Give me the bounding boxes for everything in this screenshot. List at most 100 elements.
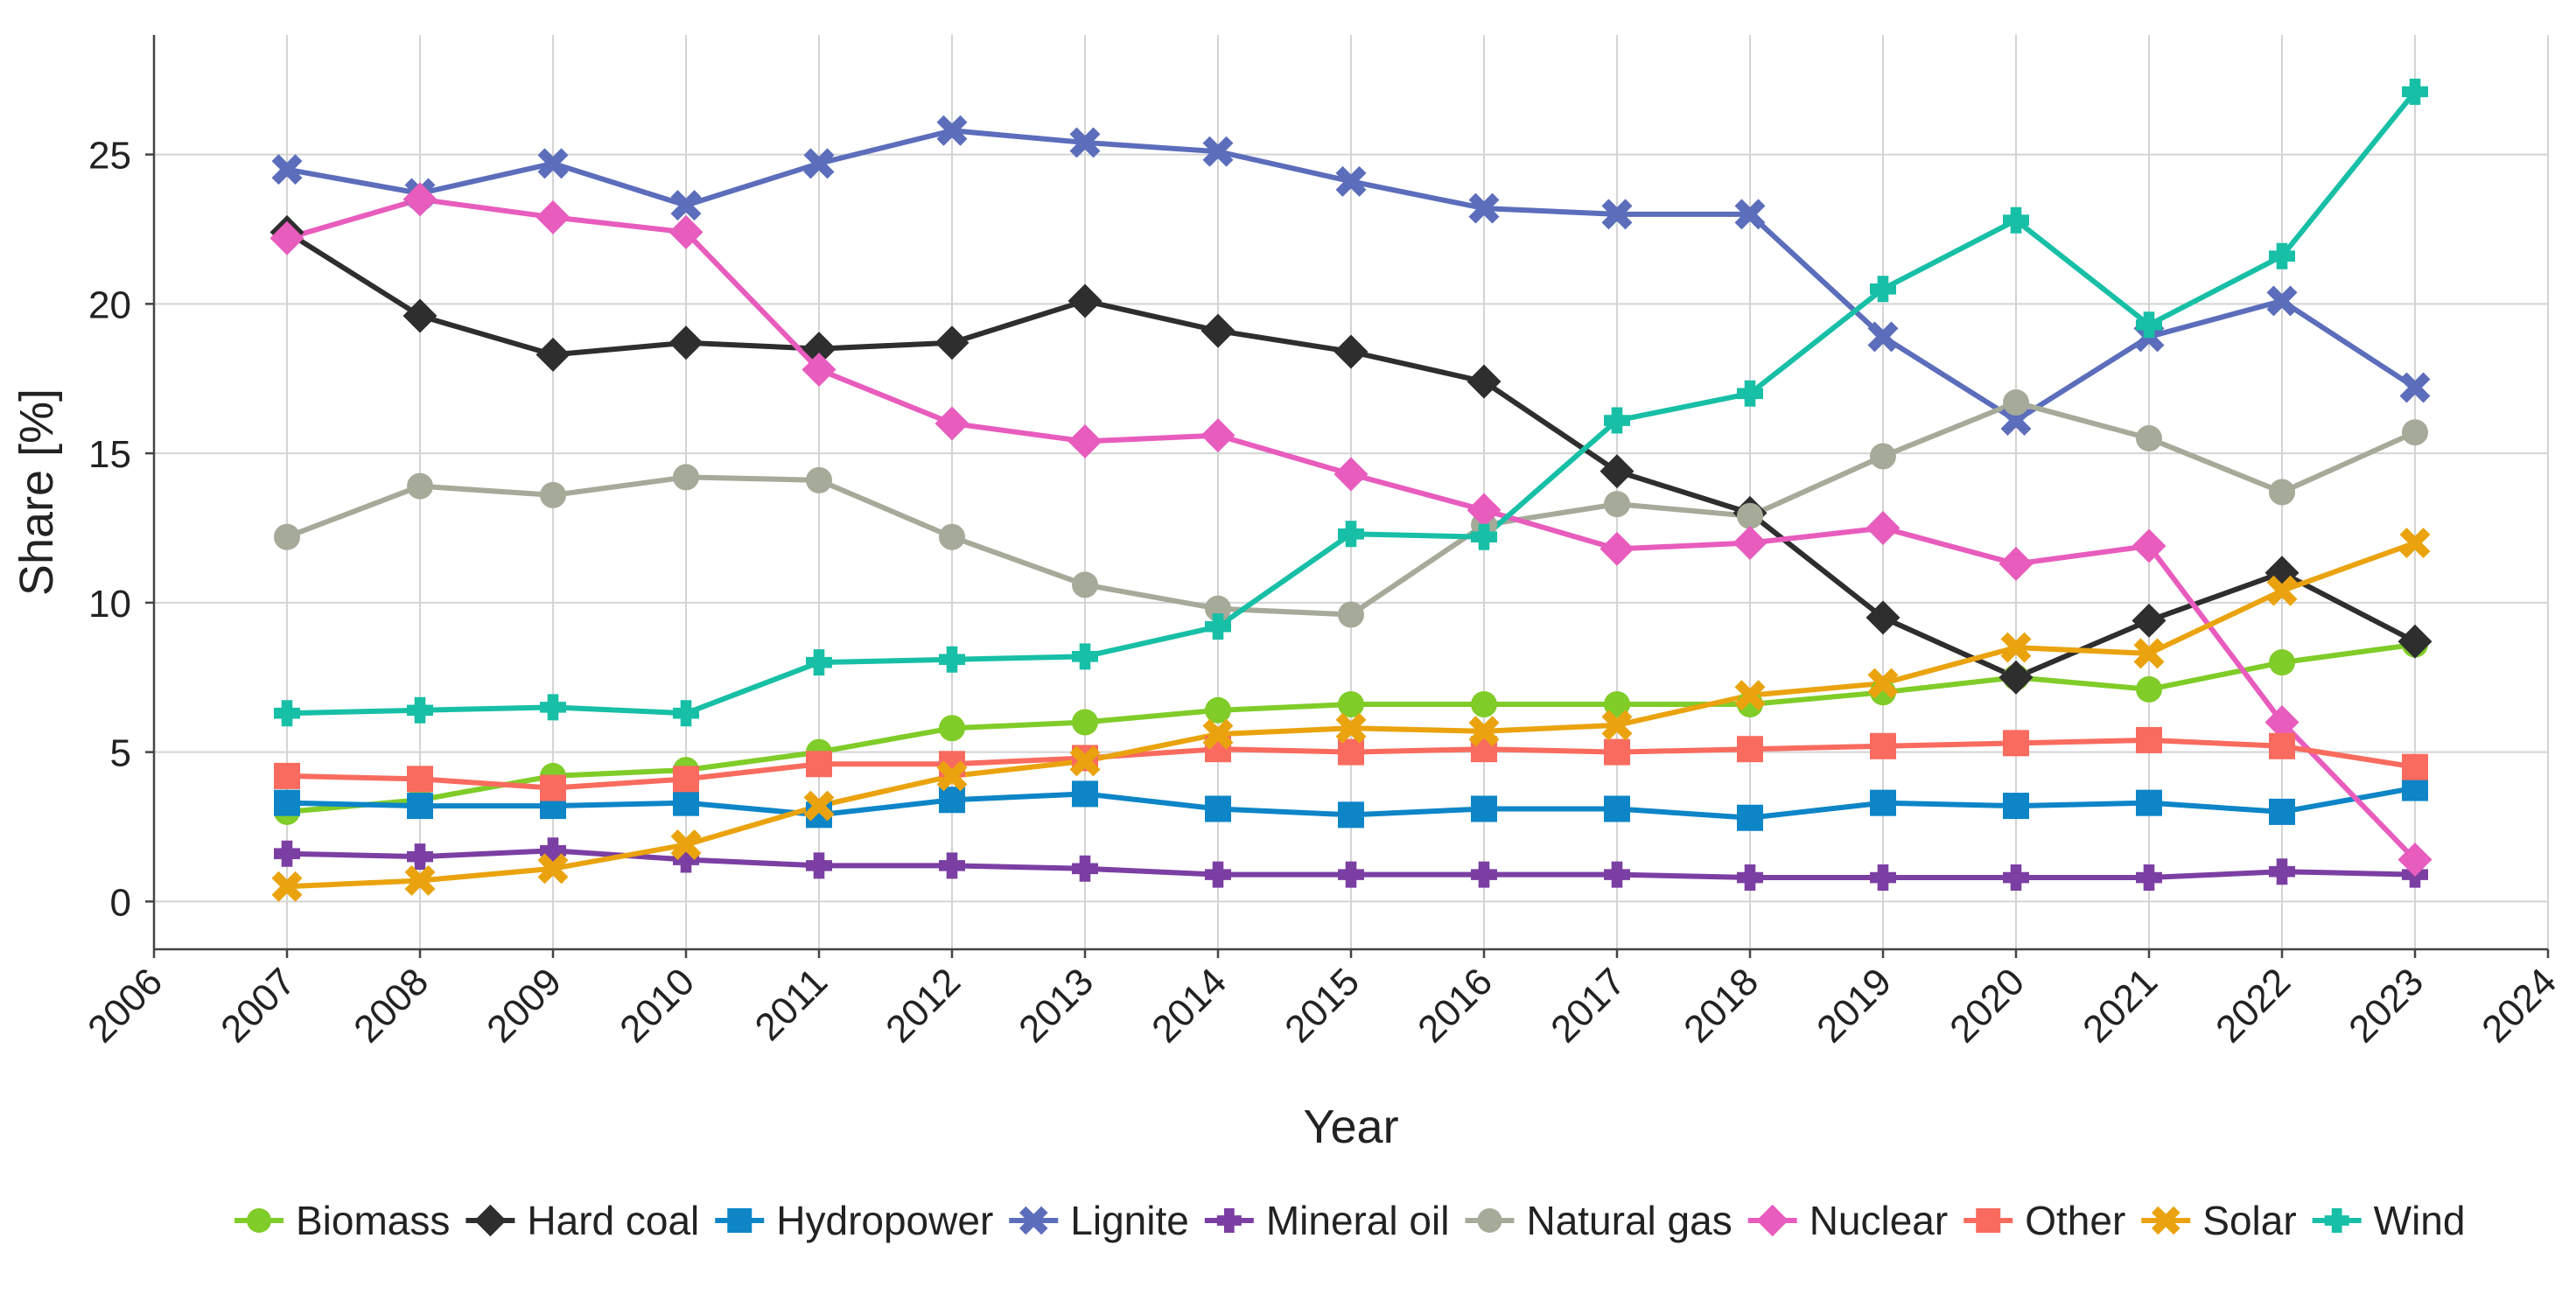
diamond-marker: [934, 325, 970, 360]
square-marker: [407, 793, 433, 820]
square-marker: [2003, 793, 2029, 820]
circle-marker: [247, 1208, 271, 1233]
circle-marker: [1737, 502, 1763, 529]
legend-item-other[interactable]: Other: [1964, 1198, 2125, 1243]
circle-marker: [1072, 709, 1098, 736]
plus-marker: [2136, 311, 2162, 339]
plus-marker: [1471, 861, 1497, 888]
plus-marker: [1216, 1208, 1242, 1233]
x-tick-label: 2021: [2075, 960, 2166, 1051]
plus-marker: [1205, 861, 1231, 888]
x-tick-label: 2009: [479, 960, 570, 1051]
series-markers-solar: [271, 528, 2431, 902]
x-tick-label: 2011: [747, 960, 836, 1049]
square-marker: [673, 766, 699, 793]
square-marker: [1604, 738, 1630, 766]
x-marker: [1202, 136, 1234, 167]
plus-marker: [1604, 861, 1630, 888]
diamond-marker: [1466, 493, 1502, 528]
square-marker: [2269, 732, 2295, 759]
circle-marker: [1471, 690, 1497, 717]
plus-marker: [407, 696, 433, 724]
plus-marker: [2003, 864, 2029, 892]
x-marker: [803, 148, 835, 179]
diamond-marker: [2398, 843, 2432, 878]
legend-label: Lignite: [1070, 1198, 1189, 1243]
x-tick-label: 2020: [1942, 960, 2033, 1051]
circle-marker: [1604, 690, 1630, 717]
x-tick-label: 2017: [1543, 960, 1634, 1051]
x-tick-label: 2016: [1410, 960, 1501, 1051]
series-markers-wind: [274, 78, 2428, 727]
x-tick-label: 2018: [1676, 960, 1767, 1051]
x-marker: [1202, 718, 1234, 750]
circle-marker: [673, 464, 699, 491]
series-markers: [270, 78, 2432, 902]
x-marker: [670, 829, 702, 860]
square-marker: [407, 766, 433, 793]
square-marker: [1737, 736, 1763, 763]
x-marker: [1018, 1206, 1048, 1235]
square-marker: [1338, 738, 1364, 766]
x-marker: [2399, 528, 2431, 559]
plus-marker: [1737, 864, 1763, 892]
x-axis-title: Year: [1303, 1101, 1398, 1153]
legend-item-hydropower[interactable]: Hydropower: [715, 1198, 993, 1243]
x-tick-label: 2024: [2474, 960, 2565, 1051]
legend[interactable]: Biomass Hard coal Hydropower Lignite Mineral…: [234, 1198, 2465, 1243]
plus-marker: [673, 700, 699, 727]
legend-item-hard-coal[interactable]: Hard coal: [466, 1198, 699, 1243]
square-marker: [274, 789, 300, 816]
square-marker: [1604, 795, 1630, 822]
x-marker: [2399, 372, 2431, 403]
circle-marker: [2402, 419, 2428, 446]
x-tick-label: 2008: [346, 960, 437, 1051]
x-tick-label: 2022: [2208, 960, 2299, 1051]
circle-marker: [1205, 696, 1231, 724]
diamond-marker: [536, 337, 570, 372]
circle-marker: [2269, 479, 2295, 506]
square-marker: [2269, 798, 2295, 825]
legend-label: Wind: [2374, 1198, 2466, 1243]
plus-marker: [2003, 206, 2029, 234]
legend-item-mineral-oil[interactable]: Mineral oil: [1204, 1198, 1450, 1243]
x-marker: [1335, 165, 1367, 197]
diamond-marker: [2264, 704, 2300, 739]
plus-marker: [540, 837, 566, 864]
x-marker: [1734, 199, 1766, 230]
square-marker: [1072, 780, 1098, 808]
x-marker: [271, 871, 303, 902]
x-tick-label: 2014: [1144, 960, 1235, 1051]
diamond-marker: [1068, 283, 1102, 318]
x-tick-label: 2019: [1809, 960, 1900, 1051]
circle-marker: [407, 472, 433, 500]
diamond-marker: [1068, 423, 1102, 458]
legend-item-solar[interactable]: Solar: [2141, 1198, 2297, 1243]
y-tick-label: 15: [88, 433, 131, 476]
diamond-marker: [1334, 334, 1368, 369]
x-marker: [1867, 668, 1899, 699]
legend-label: Solar: [2202, 1198, 2296, 1243]
y-tick-label: 25: [88, 135, 131, 178]
legend-item-nuclear[interactable]: Nuclear: [1747, 1198, 1949, 1243]
diamond-marker: [1866, 600, 1900, 635]
circle-marker: [1604, 491, 1630, 518]
plus-marker: [1737, 380, 1763, 407]
circle-marker: [806, 466, 832, 493]
legend-item-wind[interactable]: Wind: [2312, 1198, 2466, 1243]
circle-marker: [2136, 425, 2162, 452]
legend-item-biomass[interactable]: Biomass: [234, 1198, 450, 1243]
plus-marker: [806, 649, 832, 676]
legend-item-natural-gas[interactable]: Natural gas: [1465, 1198, 1732, 1243]
plus-marker: [274, 840, 300, 867]
square-marker: [939, 787, 965, 814]
x-marker: [1468, 716, 1500, 747]
x-marker: [271, 154, 303, 185]
circle-marker: [274, 523, 300, 550]
x-marker: [2000, 632, 2032, 663]
square-marker: [727, 1208, 752, 1233]
plus-marker: [274, 700, 300, 727]
legend-item-lignite[interactable]: Lignite: [1009, 1198, 1189, 1243]
plus-marker: [540, 694, 566, 721]
x-marker: [1601, 710, 1633, 741]
